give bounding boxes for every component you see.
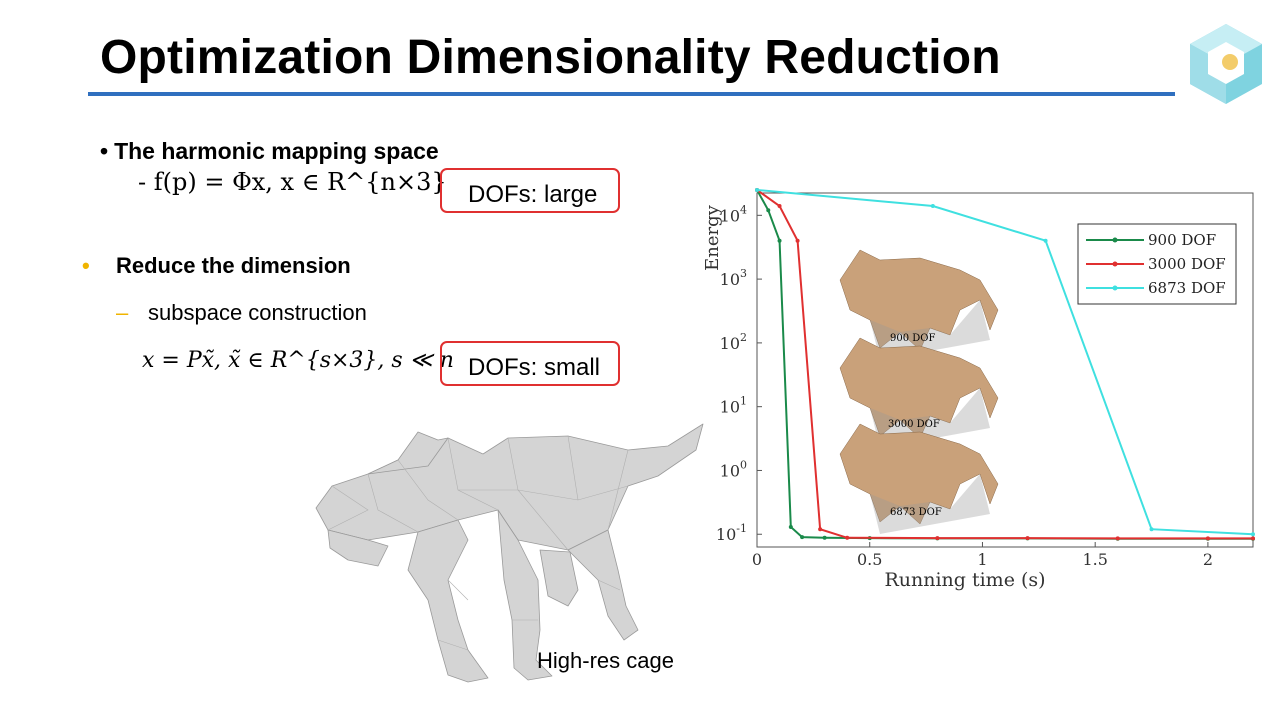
slide-title: Optimization Dimensionality Reduction <box>100 31 1001 84</box>
bullet-harmonic: • The harmonic mapping space <box>100 138 439 164</box>
annotation-900: 900 DOF <box>890 333 935 344</box>
data-point <box>1025 536 1030 541</box>
logo-icon <box>1190 24 1262 104</box>
formula-subspace: x = Px̃, x̃ ∈ R^{s×3}, s ≪ n <box>142 348 454 373</box>
y-axis-label: Energy <box>702 204 723 271</box>
x-tick-label: 0 <box>752 550 762 569</box>
sub-bullet-text: subspace construction <box>148 300 367 325</box>
data-point <box>822 535 827 540</box>
data-point <box>1251 532 1255 537</box>
annotation-3000: 3000 DOF <box>888 419 940 430</box>
data-point <box>1251 536 1255 541</box>
y-tick-label: 10-1 <box>716 522 747 544</box>
data-point <box>795 238 800 243</box>
data-point <box>1205 536 1210 541</box>
data-point <box>930 204 935 209</box>
energy-chart: 0 0.5 1 1.5 2 10-1 100 101 102 103 104 900 DOF 300… <box>702 187 1255 591</box>
sub-bullet-subspace: – subspace construction <box>116 300 367 325</box>
x-axis-label: Running time (s) <box>884 569 1045 591</box>
x-tick-label: 0.5 <box>857 550 882 569</box>
data-point <box>777 238 782 243</box>
x-tick-label: 1 <box>977 550 987 569</box>
data-point <box>1149 527 1154 532</box>
data-point <box>1043 238 1048 243</box>
high-res-cage-image <box>315 423 704 683</box>
inset-renders: 900 DOF 3000 DOF 6873 DOF <box>839 249 999 534</box>
legend-label: 900 DOF <box>1148 231 1216 249</box>
x-tick-label: 2 <box>1203 550 1213 569</box>
bullet-harmonic-text: The harmonic mapping space <box>114 138 439 164</box>
dofs-small-box: DOFs: small <box>440 341 620 386</box>
y-tick-label: 102 <box>720 331 747 353</box>
data-point <box>777 204 782 209</box>
y-tick-label: 104 <box>720 203 747 225</box>
data-point <box>818 527 823 532</box>
dofs-large-box: DOFs: large <box>440 168 620 213</box>
y-tick-label: 101 <box>720 395 747 417</box>
y-tick-label: 100 <box>720 458 747 480</box>
title-rule <box>88 92 1175 96</box>
data-point <box>755 187 759 192</box>
cage-label: High-res cage <box>537 648 674 673</box>
series-line-1 <box>756 189 1253 540</box>
legend-marker <box>1112 237 1118 243</box>
data-point <box>1115 536 1120 541</box>
formula-harmonic: - f(p) = Φx, x ∈ R^{n×3} <box>138 168 447 196</box>
data-point <box>845 535 850 540</box>
data-point <box>935 536 940 541</box>
data-point <box>788 524 793 529</box>
render-900 <box>839 249 999 360</box>
legend-marker <box>1112 285 1118 291</box>
data-point <box>766 208 771 213</box>
x-tick-label: 1.5 <box>1082 550 1107 569</box>
render-6873 <box>839 423 999 534</box>
bullet-reduce-text: Reduce the dimension <box>116 253 351 278</box>
legend-label: 6873 DOF <box>1148 279 1226 297</box>
bullet-reduce: • Reduce the dimension <box>82 253 351 278</box>
legend: 900 DOF 3000 DOF 6873 DOF <box>1077 223 1237 305</box>
y-tick-label: 103 <box>720 267 747 289</box>
legend-marker <box>1112 261 1118 267</box>
annotation-6873: 6873 DOF <box>890 507 942 518</box>
data-point <box>800 535 805 540</box>
legend-label: 3000 DOF <box>1148 255 1226 273</box>
